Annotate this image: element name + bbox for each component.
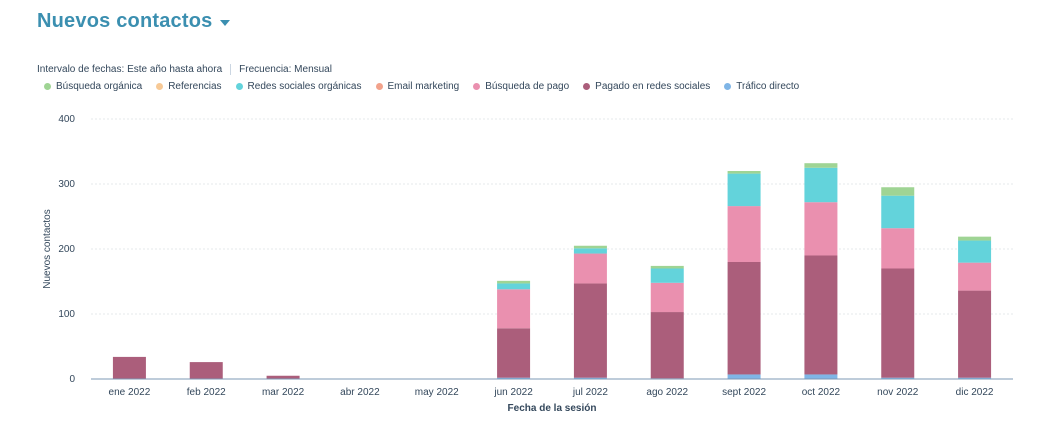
- frequency-label: Frecuencia:: [239, 64, 292, 75]
- x-tick-label: ene 2022: [109, 387, 151, 398]
- bar-segment: [804, 374, 838, 379]
- legend-label: Búsqueda de pago: [485, 81, 570, 92]
- legend-item[interactable]: Tráfico directo: [724, 81, 799, 92]
- bar-segment: [727, 171, 761, 174]
- x-tick-label: dic 2022: [956, 387, 994, 398]
- bar-segment: [266, 375, 300, 379]
- legend-item[interactable]: Búsqueda orgánica: [44, 81, 142, 92]
- date-range-label: Intervalo de fechas:: [37, 64, 125, 75]
- legend-item[interactable]: Referencias: [156, 81, 222, 92]
- bar-segment: [804, 255, 838, 375]
- x-tick-label: feb 2022: [187, 387, 226, 398]
- bar-segment: [497, 280, 531, 284]
- x-tick-label: nov 2022: [877, 387, 919, 398]
- bar-segment: [573, 283, 607, 378]
- x-tick-label: jun 2022: [493, 387, 533, 398]
- y-tick-label: 300: [58, 179, 75, 190]
- page-title: Nuevos contactos: [37, 10, 213, 32]
- date-range-value: Este año hasta ahora: [127, 64, 223, 75]
- legend-swatch: [156, 83, 164, 90]
- bar-segment: [804, 167, 838, 203]
- report-title-dropdown[interactable]: Nuevos contactos: [37, 10, 231, 33]
- report-filters: Intervalo de fechas: Este año hasta ahor…: [37, 64, 332, 75]
- x-tick-label: oct 2022: [802, 387, 841, 398]
- bar-segment: [881, 377, 915, 379]
- bar-segment: [497, 283, 531, 290]
- legend-label: Búsqueda orgánica: [56, 81, 143, 92]
- bar-segment: [881, 195, 915, 229]
- bar-segment: [573, 253, 607, 284]
- bar-segment: [650, 312, 684, 379]
- legend-swatch: [44, 83, 51, 90]
- legend-item[interactable]: Redes sociales orgánicas: [235, 81, 362, 92]
- legend-item[interactable]: Pagado en redes sociales: [583, 81, 710, 92]
- bar-segment: [958, 262, 992, 291]
- bar-segment: [650, 265, 684, 269]
- y-tick-label: 400: [58, 114, 75, 125]
- bar-segment: [727, 206, 761, 262]
- legend-swatch: [235, 83, 243, 90]
- bar-segment: [881, 268, 915, 378]
- x-tick-label: abr 2022: [340, 387, 380, 398]
- bar-segment: [497, 377, 531, 379]
- bar-segment: [958, 240, 992, 263]
- x-axis-title: Fecha de la sesión: [508, 403, 597, 414]
- bar-segment: [727, 262, 761, 375]
- bar-segment: [804, 163, 838, 168]
- bar-segment: [497, 328, 531, 378]
- legend-label: Email marketing: [387, 81, 460, 92]
- legend-label: Pagado en redes sociales: [595, 81, 711, 92]
- bar-segment: [804, 202, 838, 256]
- legend-label: Referencias: [168, 81, 222, 92]
- bar-segment: [958, 236, 992, 241]
- divider: [230, 64, 232, 75]
- bar-segment: [881, 187, 915, 196]
- legend-item[interactable]: Búsqueda de pago: [473, 81, 569, 92]
- x-tick-label: may 2022: [415, 387, 459, 398]
- bar-segment: [650, 268, 684, 283]
- y-tick-label: 200: [58, 244, 75, 255]
- legend-swatch: [724, 83, 732, 90]
- bar-segment: [112, 356, 146, 379]
- bar-segment: [650, 282, 684, 313]
- y-axis-title: Nuevos contactos: [42, 209, 53, 289]
- bar-segment: [727, 374, 761, 379]
- bar-segment: [958, 290, 992, 378]
- x-tick-label: jul 2022: [572, 387, 608, 398]
- legend-swatch: [583, 83, 591, 90]
- bar-segment: [881, 228, 915, 269]
- legend-swatch: [375, 83, 383, 90]
- bar-segment: [497, 289, 531, 329]
- bar-segment: [573, 248, 607, 254]
- legend-swatch: [473, 83, 481, 90]
- bar-segment: [958, 377, 992, 379]
- bar-segment: [573, 245, 607, 249]
- frequency-value: Mensual: [294, 64, 332, 75]
- y-tick-label: 0: [69, 374, 75, 385]
- x-tick-label: sept 2022: [722, 387, 766, 398]
- y-tick-label: 100: [58, 309, 75, 320]
- legend-item[interactable]: Email marketing: [375, 81, 460, 92]
- bar-segment: [189, 362, 223, 379]
- chart-legend: Búsqueda orgánica Referencias Redes social…: [44, 81, 813, 92]
- chevron-down-icon[interactable]: [220, 20, 231, 26]
- legend-label: Redes sociales orgánicas: [247, 81, 362, 92]
- legend-label: Tráfico directo: [736, 81, 800, 92]
- x-tick-label: ago 2022: [646, 387, 688, 398]
- bar-segment: [573, 377, 607, 379]
- bar-segment: [727, 173, 761, 207]
- x-tick-label: mar 2022: [262, 387, 305, 398]
